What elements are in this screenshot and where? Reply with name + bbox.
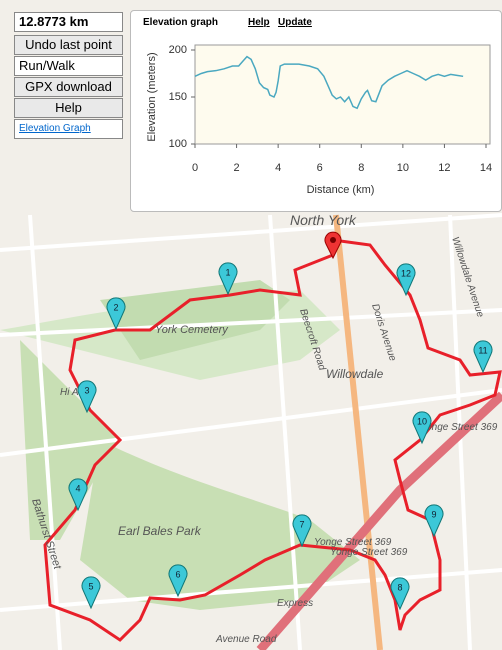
map-label: Yonge Street 369 — [314, 537, 392, 548]
y-axis-label: Elevation (meters) — [146, 52, 158, 141]
x-tick-label: 4 — [275, 162, 281, 174]
route-marker — [77, 380, 97, 414]
marker-number: 12 — [401, 268, 411, 278]
elevation-line — [194, 55, 464, 110]
mode-select[interactable]: Run/Walk — [14, 56, 123, 76]
start-pin-dot — [330, 237, 336, 243]
x-tick-label: 0 — [192, 162, 198, 174]
cemetery — [100, 280, 290, 360]
map-label: Express — [277, 598, 313, 609]
panel-title: Elevation graph — [143, 17, 219, 28]
map-label: Earl Bales Park — [118, 524, 202, 538]
map-label: Doris Avenue — [369, 303, 398, 363]
map-label: York Cemetery — [155, 324, 229, 336]
marker-number: 10 — [417, 416, 427, 426]
route-marker — [218, 262, 238, 296]
marker-number: 1 — [225, 267, 230, 277]
route-marker — [292, 514, 312, 548]
marker-number: 6 — [175, 569, 180, 579]
route — [43, 238, 502, 642]
marker-number: 5 — [88, 581, 93, 591]
map-label: Yonge Street 369 — [420, 422, 498, 433]
marker-number: 7 — [299, 519, 304, 529]
route-marker — [424, 504, 444, 538]
gpx-button[interactable]: GPX download — [14, 77, 123, 97]
route-marker — [106, 297, 126, 331]
route-marker — [168, 564, 188, 598]
plot-area — [194, 44, 491, 145]
map-label: Yonge Street 369 — [330, 547, 408, 558]
route-marker — [396, 263, 416, 297]
marker-number: 9 — [431, 509, 436, 519]
park — [20, 340, 120, 540]
map-label: Hi Ave — [60, 387, 89, 398]
marker-number: 11 — [478, 345, 487, 355]
elevation-chart: 100 150 200 0 2 4 6 8 10 12 14 Distance (km) Elevati… — [146, 44, 492, 196]
marker-number: 8 — [397, 582, 402, 592]
marker-number: 3 — [84, 385, 89, 395]
route-marker — [412, 411, 432, 445]
y-tick-label: 200 — [169, 44, 187, 56]
highway — [256, 391, 502, 650]
x-tick-label: 6 — [317, 162, 323, 174]
marker-number: 2 — [113, 302, 118, 312]
x-tick-label: 2 — [234, 162, 240, 174]
help-button[interactable]: Help — [14, 98, 123, 118]
x-tick-label: 12 — [438, 162, 450, 174]
x-tick-label: 14 — [480, 162, 492, 174]
park — [80, 440, 360, 610]
panel-help[interactable]: Help — [248, 17, 270, 28]
panel-update[interactable]: Update — [278, 17, 312, 28]
map-label: Willowdale — [326, 367, 384, 381]
route-marker — [81, 576, 101, 610]
marker-number: 4 — [75, 483, 80, 493]
map-label: Avenue Road — [215, 634, 277, 645]
x-axis-label: Distance (km) — [307, 184, 375, 196]
map-label: North York — [290, 212, 357, 228]
elevation-link[interactable]: Elevation Graph — [14, 119, 123, 139]
distance-display: 12.8773 km — [14, 12, 123, 32]
route-marker — [68, 478, 88, 512]
y-tick-label: 100 — [169, 138, 187, 150]
route-marker — [390, 577, 410, 611]
undo-button[interactable]: Undo last point — [14, 35, 123, 55]
start-pin — [324, 231, 342, 260]
y-tick-label: 150 — [169, 91, 187, 103]
route-marker — [473, 340, 493, 374]
x-tick-label: 8 — [358, 162, 364, 174]
x-tick-label: 10 — [397, 162, 409, 174]
yonge-street — [333, 214, 383, 650]
